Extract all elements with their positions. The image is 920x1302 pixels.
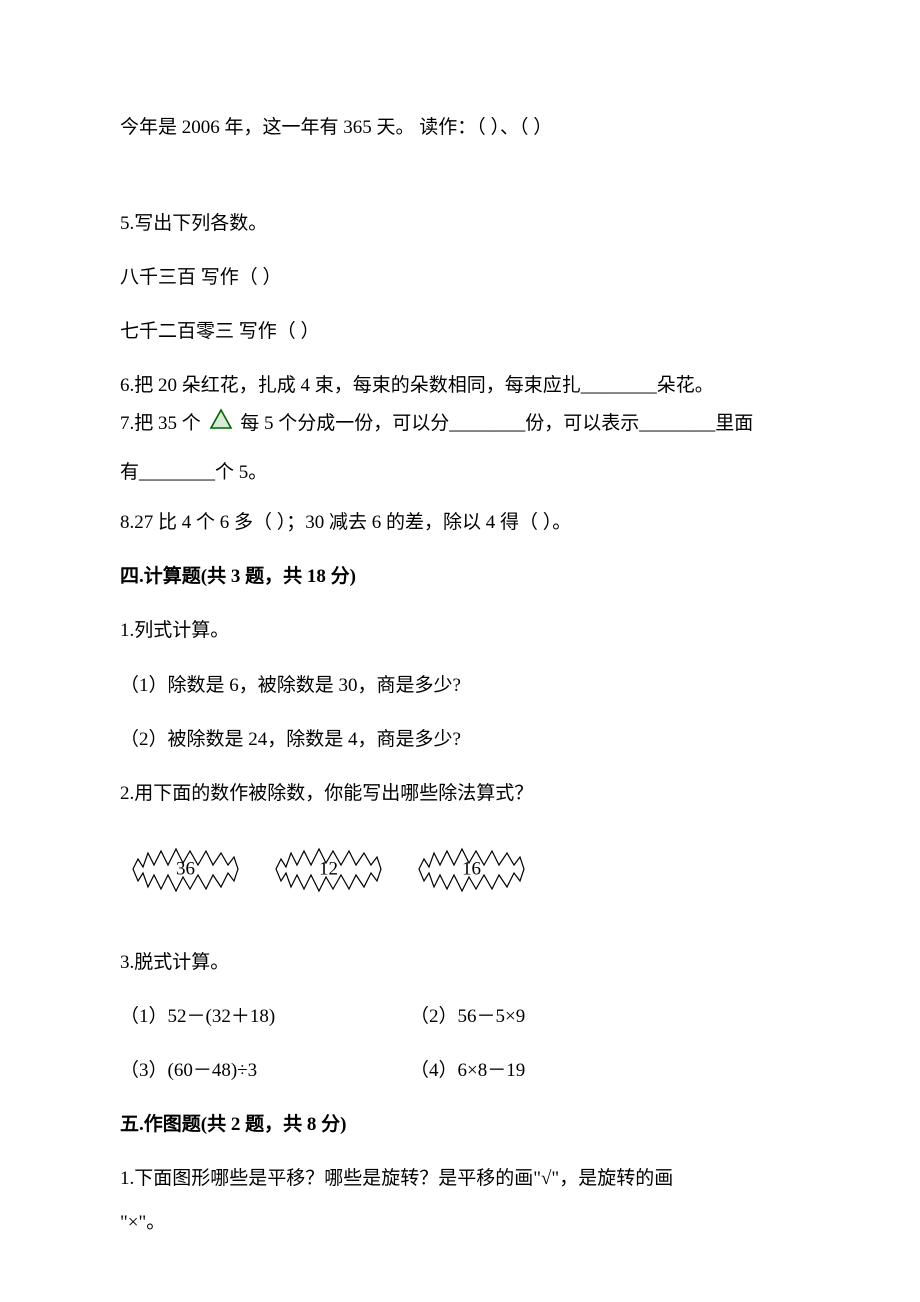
burst-value: 36 <box>176 852 195 888</box>
s4-p1-b: （2）被除数是 24，除数是 4，商是多少? <box>120 722 800 758</box>
bursts-row: 36 12 16 <box>120 837 800 902</box>
q6-line: 6.把 20 朵红花，扎成 4 束，每束的朵数相同，每束应扎________朵花… <box>120 368 800 404</box>
s4-p2-title: 2.用下面的数作被除数，你能写出哪些除法算式？ <box>120 776 800 812</box>
s5-p1-l2: "×"。 <box>120 1205 800 1241</box>
calc-2: （2）56－5×9 <box>410 999 525 1035</box>
s4-p1-title: 1.列式计算。 <box>120 613 800 649</box>
calc-row-1: （1）52－(32＋18) （2）56－5×9 <box>120 999 800 1035</box>
burst-shape: 36 <box>128 837 243 902</box>
triangle-icon <box>209 407 233 443</box>
q7-line1: 7.把 35 个 每 5 个分成一份，可以分________份，可以表示____… <box>120 406 800 443</box>
calc-3: （3）(60－48)÷3 <box>120 1053 410 1089</box>
burst-value: 12 <box>319 852 338 888</box>
intro-line: 今年是 2006 年，这一年有 365 天。 读作：（ ）、（ ） <box>120 110 800 146</box>
burst-shape: 12 <box>271 837 386 902</box>
q7-prefix: 7.把 35 个 <box>120 413 201 434</box>
burst-value: 16 <box>462 852 481 888</box>
calc-row-2: （3）(60－48)÷3 （4）6×8－19 <box>120 1053 800 1089</box>
q5-line2: 七千二百零三 写作（ ） <box>120 314 800 350</box>
s4-p1-a: （1）除数是 6，被除数是 30，商是多少? <box>120 668 800 704</box>
calc-4: （4）6×8－19 <box>410 1053 525 1089</box>
q7-line2: 有________个 5。 <box>120 455 800 491</box>
calc-1: （1）52－(32＋18) <box>120 999 410 1035</box>
q5-title: 5.写出下列各数。 <box>120 206 800 242</box>
section4-header: 四.计算题(共 3 题，共 18 分) <box>120 559 800 595</box>
s5-p1-l1: 1.下面图形哪些是平移？哪些是旋转？是平移的画"√"，是旋转的画 <box>120 1161 800 1197</box>
section5-header: 五.作图题(共 2 题，共 8 分) <box>120 1107 800 1143</box>
q8-line: 8.27 比 4 个 6 多（ ）；30 减去 6 的差，除以 4 得（ ）。 <box>120 505 800 541</box>
document-content: 今年是 2006 年，这一年有 365 天。 读作：（ ）、（ ） 5.写出下列… <box>120 110 800 1241</box>
q7-mid: 每 5 个分成一份，可以分________份，可以表示________里面 <box>240 413 753 434</box>
s4-p3-title: 3.脱式计算。 <box>120 945 800 981</box>
burst-shape: 16 <box>414 837 529 902</box>
q5-line1: 八千三百 写作（ ） <box>120 260 800 296</box>
